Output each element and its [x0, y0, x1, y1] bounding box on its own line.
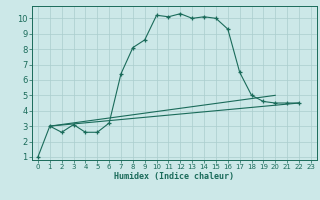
X-axis label: Humidex (Indice chaleur): Humidex (Indice chaleur)	[115, 172, 234, 181]
